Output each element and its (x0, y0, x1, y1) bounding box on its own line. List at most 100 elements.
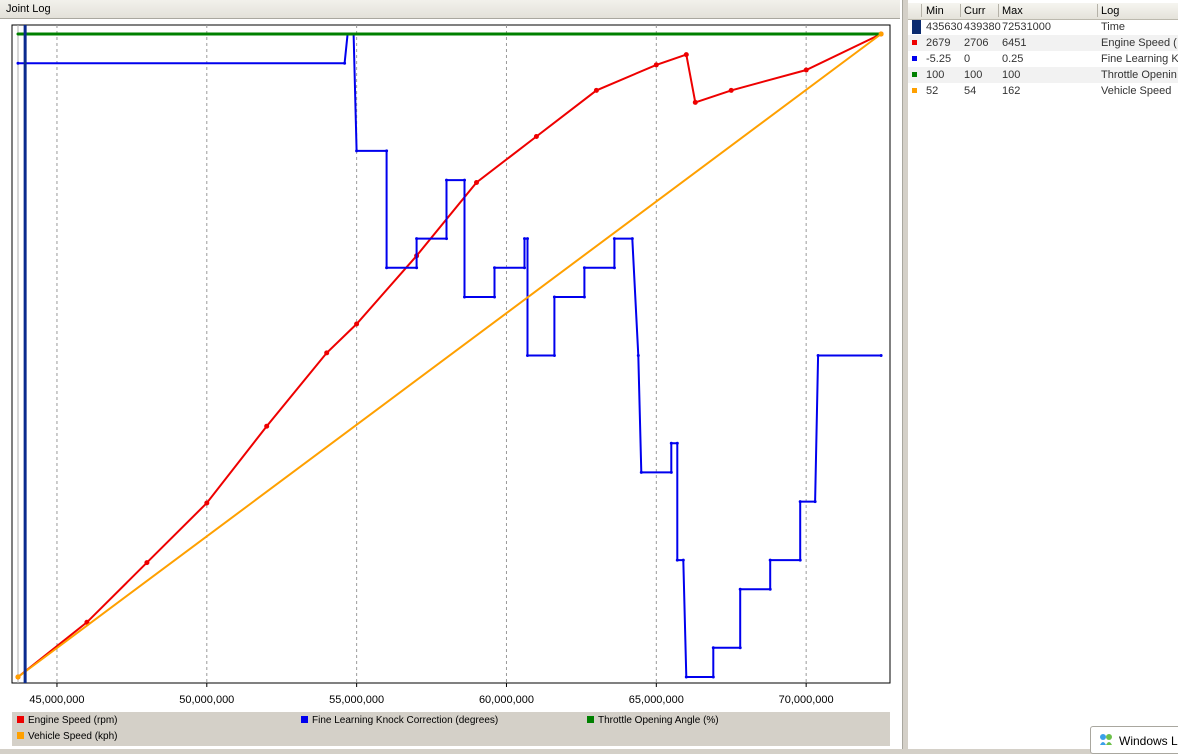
data-point (445, 178, 448, 182)
max-value: 6451 (1002, 37, 1027, 49)
data-point (552, 295, 556, 299)
table-row-time[interactable]: 435630 439380 72531000 Time (908, 19, 1178, 35)
min-value: 2679 (926, 37, 951, 49)
legend-swatch (17, 732, 24, 739)
data-point (683, 52, 689, 58)
data-point (636, 354, 640, 357)
color-swatch (912, 88, 917, 93)
x-tick-label: 50,000,000 (179, 694, 234, 706)
series-line-3 (17, 33, 882, 678)
legend-label: Throttle Opening Angle (%) (598, 715, 719, 726)
column-separator (998, 4, 999, 17)
legend-item-engine-speed[interactable]: Engine Speed (rpm) (17, 715, 118, 726)
min-value: 52 (926, 85, 939, 97)
data-point (675, 558, 679, 562)
data-point (415, 266, 419, 270)
data-point (415, 237, 419, 241)
x-tick-label: 45,000,000 (29, 694, 84, 706)
curr-value: 2706 (964, 37, 989, 49)
data-point (474, 180, 479, 185)
x-tick-label: 65,000,000 (629, 694, 684, 706)
log-name: Fine Learning K (1101, 53, 1178, 65)
color-swatch (912, 20, 921, 34)
data-point (15, 674, 21, 680)
data-point (385, 266, 389, 270)
legend-swatch (587, 716, 594, 723)
max-value: 0.25 (1002, 53, 1024, 65)
header-curr[interactable]: Curr (964, 5, 986, 17)
max-value: 100 (1002, 69, 1021, 81)
data-point (355, 149, 359, 153)
legend-item-vehicle-speed[interactable]: Vehicle Speed (kph) (17, 731, 118, 742)
data-point (582, 295, 586, 299)
data-point (653, 62, 659, 68)
x-tick-label: 70,000,000 (779, 694, 834, 706)
data-point (612, 266, 616, 270)
data-point (681, 558, 685, 562)
data-point (463, 178, 466, 182)
header-log[interactable]: Log (1101, 5, 1120, 17)
data-point (144, 560, 150, 566)
taskbar-button[interactable]: Windows L (1090, 726, 1178, 754)
data-point (813, 500, 817, 504)
data-point (711, 675, 715, 679)
data-point (684, 675, 688, 679)
data-point (639, 470, 643, 474)
column-separator (921, 4, 922, 17)
data-point (445, 237, 448, 241)
table-row-knock-correction[interactable]: -5.25 0 0.25 Fine Learning K (908, 51, 1178, 67)
curr-value: 100 (964, 69, 983, 81)
panel-title: Joint Log (6, 3, 51, 15)
color-swatch (912, 40, 917, 45)
panel-title-bar: Joint Log (0, 0, 900, 19)
max-value: 162 (1002, 85, 1021, 97)
legend-label: Fine Learning Knock Correction (degrees) (312, 715, 499, 726)
data-point (675, 441, 679, 445)
table-header: Min Curr Max Log (908, 3, 1178, 20)
data-point (526, 237, 529, 241)
table-row-vehicle-speed[interactable]: 52 54 162 Vehicle Speed (908, 83, 1178, 99)
table-row-engine-speed[interactable]: 2679 2706 6451 Engine Speed ( (908, 35, 1178, 51)
log-name: Time (1101, 21, 1126, 33)
data-point (878, 31, 884, 37)
data-point (798, 500, 802, 504)
legend-item-throttle[interactable]: Throttle Opening Angle (%) (587, 715, 719, 726)
data-point (803, 67, 809, 73)
data-point (523, 266, 526, 270)
max-value: 72531000 (1002, 21, 1051, 33)
log-name: Engine Speed ( (1101, 37, 1177, 49)
data-point (16, 32, 20, 36)
data-point (728, 87, 734, 93)
data-point (582, 266, 586, 270)
curr-value: 0 (964, 53, 971, 65)
legend-label: Vehicle Speed (kph) (28, 731, 118, 742)
log-chart-panel: Joint Log 45,000,000 50,000,000 55,000,000… (0, 0, 902, 749)
data-point (669, 441, 673, 445)
windows-live-icon (1100, 734, 1112, 745)
data-point (523, 237, 526, 241)
data-point (324, 350, 330, 356)
legend-item-knock-correction[interactable]: Fine Learning Knock Correction (degrees) (301, 715, 498, 726)
data-point (768, 558, 772, 562)
min-value: 435630 (926, 21, 962, 33)
column-separator (1097, 4, 1098, 17)
data-point (879, 354, 883, 357)
data-point (463, 295, 466, 299)
data-point (354, 321, 360, 327)
data-point (768, 587, 772, 591)
color-swatch (912, 72, 917, 77)
x-tick-label: 60,000,000 (479, 694, 534, 706)
data-point (692, 99, 698, 105)
header-min[interactable]: Min (926, 5, 944, 17)
color-swatch (912, 56, 917, 61)
data-point (816, 354, 820, 357)
min-value: -5.25 (926, 53, 952, 65)
table-row-throttle[interactable]: 100 100 100 Throttle Openin (908, 67, 1178, 83)
data-point (264, 423, 270, 429)
joint-log-chart[interactable]: 45,000,000 50,000,000 55,000,000 60,000,000… (0, 19, 900, 712)
x-tick-label: 55,000,000 (329, 694, 384, 706)
header-max[interactable]: Max (1002, 5, 1023, 17)
data-point (493, 266, 496, 270)
data-point (385, 149, 389, 153)
data-point (738, 587, 742, 591)
